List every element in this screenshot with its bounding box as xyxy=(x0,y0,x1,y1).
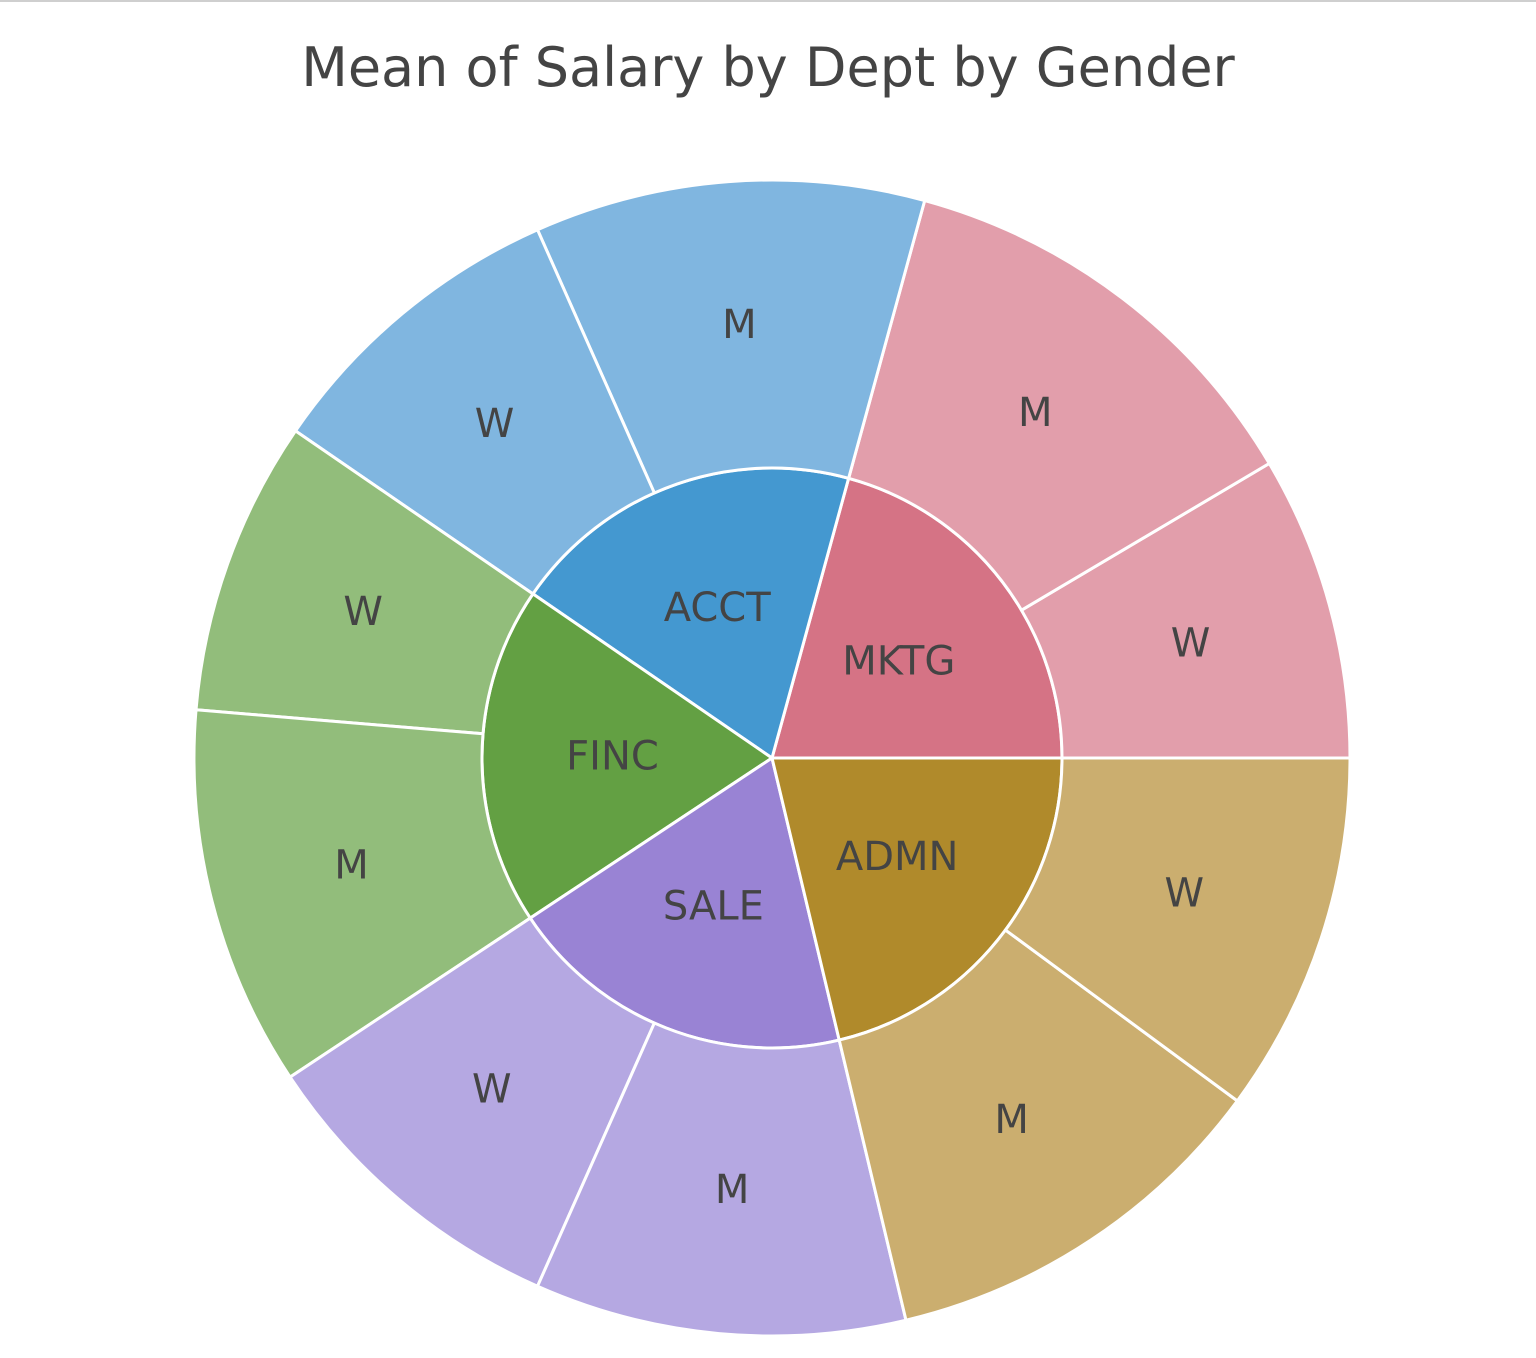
gender-label-acct-w: W xyxy=(475,401,515,447)
gender-label-finc-m: M xyxy=(334,843,369,889)
gender-label-mktg-w: W xyxy=(1171,620,1211,666)
top-divider xyxy=(0,0,1536,2)
dept-label-acct: ACCT xyxy=(664,585,772,631)
gender-label-mktg-m: M xyxy=(1018,390,1053,436)
gender-segment-sale-w[interactable] xyxy=(287,916,657,1289)
gender-segment-mktg-w[interactable] xyxy=(1019,461,1352,760)
gender-label-acct-m: M xyxy=(722,302,757,348)
dept-label-admn: ADMN xyxy=(836,834,959,880)
gender-label-sale-m: M xyxy=(715,1167,750,1213)
gender-segment-mktg-m[interactable] xyxy=(846,198,1272,613)
dept-label-sale: SALE xyxy=(663,883,764,929)
dept-label-mktg: MKTG xyxy=(842,638,955,684)
chart-title: Mean of Salary by Dept by Gender xyxy=(301,36,1235,99)
gender-label-finc-w: W xyxy=(343,589,383,635)
gender-label-admn-m: M xyxy=(994,1097,1029,1143)
gender-segment-sale-m[interactable] xyxy=(535,1021,908,1338)
gender-label-admn-w: W xyxy=(1165,870,1205,916)
gender-label-sale-w: W xyxy=(472,1066,512,1112)
gender-segment-finc-m[interactable] xyxy=(192,708,533,1080)
gender-segment-admn-w[interactable] xyxy=(1003,756,1352,1103)
gender-segment-acct-m[interactable] xyxy=(535,178,927,495)
dept-label-finc: FINC xyxy=(566,734,659,780)
